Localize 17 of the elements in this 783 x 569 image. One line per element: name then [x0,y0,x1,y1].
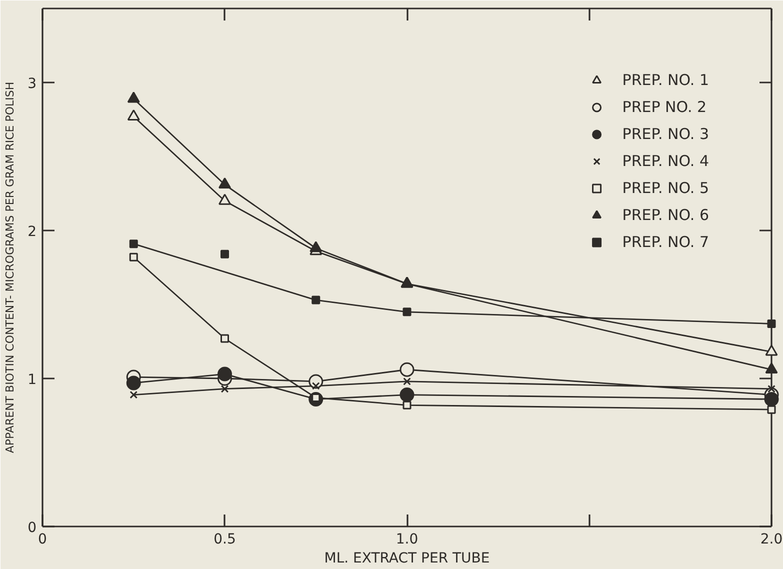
x-tick-label: 0 [38,532,47,548]
legend-label: PREP. NO. 4 [622,152,709,170]
legend-label: PREP. NO. 3 [622,125,709,143]
legend-label: PREP. NO. 7 [622,233,709,251]
x-axis-title: ML. EXTRACT PER TUBE [324,550,490,566]
y-tick-label: 2 [28,224,37,240]
y-axis-title: APPARENT BIOTIN CONTENT- MICROGRAMS PER GRAM RICE POLISH [4,82,17,454]
x-tick-label: 2.0 [760,532,783,548]
y-tick-label: 1 [28,372,37,388]
legend-label: PREP. NO. 6 [622,206,709,224]
legend-label: PREP. NO. 5 [622,179,709,197]
legend-label: PREP. NO. 1 [622,71,709,89]
y-tick-label: 0 [28,520,37,536]
x-tick-label: 1.0 [396,532,418,548]
y-tick-label: 3 [28,76,37,92]
x-tick-label: 0.5 [214,532,236,548]
legend-label: PREP NO. 2 [622,98,707,116]
